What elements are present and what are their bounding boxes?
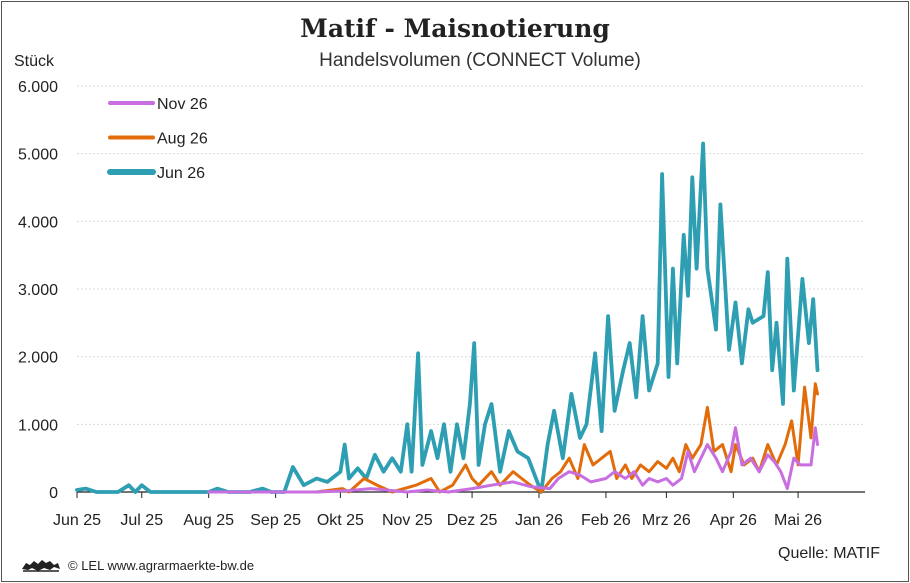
y-tick-label: 6.000 xyxy=(18,79,58,96)
legend-label: Jun 26 xyxy=(157,165,205,182)
legend-label: Nov 26 xyxy=(157,96,208,113)
chart-title: Matif - Maisnotierung xyxy=(300,14,610,43)
lion-coat-of-arms-icon xyxy=(20,557,62,573)
x-tick-label: Aug 25 xyxy=(183,512,234,529)
credit-text: © LEL www.agrarmaerkte-bw.de xyxy=(68,557,255,573)
y-tick-label: 0 xyxy=(49,485,58,502)
x-tick-label: Mai 26 xyxy=(774,512,822,529)
x-tick-label: Jul 25 xyxy=(120,512,163,529)
credit: © LEL www.agrarmaerkte-bw.de xyxy=(20,557,254,573)
series-lines xyxy=(75,141,820,494)
x-tick-label: Sep 25 xyxy=(250,512,301,529)
y-tick-label: 5.000 xyxy=(18,147,58,164)
legend: Nov 26 Aug 26 Jun 26 xyxy=(107,96,208,182)
x-tick-label: Okt 25 xyxy=(317,512,364,529)
source-label: Quelle: MATIF xyxy=(778,545,880,562)
y-axis-unit-label: Stück xyxy=(14,53,55,70)
series-line-jun-26 xyxy=(75,141,820,494)
chart-subtitle: Handelsvolumen (CONNECT Volume) xyxy=(319,50,641,71)
x-tick-label: Jun 25 xyxy=(53,512,101,529)
y-axis-ticks: 0 1.000 2.000 3.000 4.000 5.000 6.000 xyxy=(18,79,58,502)
x-tick-label: Mrz 26 xyxy=(642,512,691,529)
y-tick-label: 2.000 xyxy=(18,350,58,367)
x-tick-label: Jan 26 xyxy=(515,512,563,529)
x-axis: Jun 25 Jul 25 Aug 25 Sep 25 Okt 25 Nov 25 Dez … xyxy=(53,491,865,529)
x-tick-label: Apr 26 xyxy=(710,512,757,529)
series-line-nov-26 xyxy=(207,426,819,494)
y-tick-label: 1.000 xyxy=(18,417,58,434)
y-tick-label: 4.000 xyxy=(18,214,58,231)
legend-label: Aug 26 xyxy=(157,131,208,148)
x-tick-label: Nov 25 xyxy=(382,512,433,529)
y-tick-label: 3.000 xyxy=(18,282,58,299)
x-tick-label: Feb 26 xyxy=(581,512,631,529)
grid-lines xyxy=(77,85,865,425)
x-tick-label: Dez 25 xyxy=(447,512,498,529)
